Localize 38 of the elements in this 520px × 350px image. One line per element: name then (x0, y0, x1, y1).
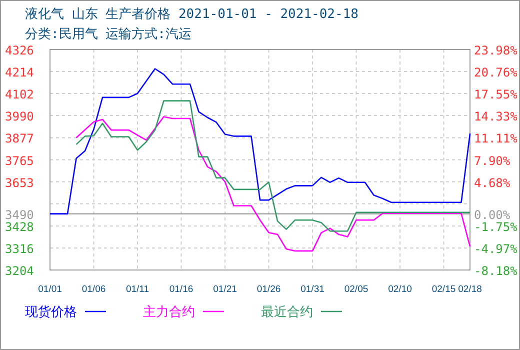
y-tick-label: 3428 (5, 220, 34, 234)
x-tick-label: 02/10 (388, 284, 412, 295)
y2-tick-label: 20.76% (474, 66, 518, 80)
x-tick-label: 02/18 (458, 284, 482, 295)
x-tick-label: 01/16 (169, 284, 194, 295)
y-tick-label: 3316 (5, 242, 34, 256)
x-tick-label: 01/01 (38, 284, 62, 295)
y2-tick-label: -4.97% (474, 242, 518, 256)
x-tick-label: 01/31 (300, 284, 324, 295)
legend-label: 最近合约 (261, 305, 313, 320)
ref-line-label: 3490 (5, 208, 34, 222)
y2-tick-label: 4.68% (474, 176, 511, 190)
y-tick-label: 3877 (5, 132, 34, 146)
y-tick-label: 4102 (5, 88, 34, 102)
y-tick-label: 4214 (5, 66, 34, 80)
y-tick-label: 3653 (5, 176, 34, 190)
x-tick-label: 01/06 (82, 284, 106, 295)
y2-tick-label: -8.18% (474, 264, 518, 278)
subtitle: 分类:民用气 运输方式:汽运 (25, 27, 192, 42)
y2-tick-label: 17.55% (474, 88, 518, 102)
y-tick-label: 3990 (5, 110, 34, 124)
x-tick-label: 01/21 (213, 284, 237, 295)
y2-tick-label: 0.00% (474, 208, 511, 222)
y2-tick-label: -1.75% (474, 220, 518, 234)
y-tick-label: 3765 (5, 154, 34, 168)
x-tick-label: 02/05 (344, 284, 368, 295)
x-tick-label: 02/15 (432, 284, 456, 295)
x-tick-label: 01/11 (126, 284, 150, 295)
title: 液化气 山东 生产者价格 2021-01-01 - 2021-02-18 (25, 7, 358, 22)
legend-label: 主力合约 (143, 304, 195, 320)
legend-label: 现货价格 (25, 305, 77, 320)
y2-tick-label: 7.90% (474, 154, 511, 168)
y2-tick-label: 23.98% (474, 44, 518, 58)
x-tick-label: 01/26 (256, 284, 281, 295)
y2-tick-label: 11.11% (474, 132, 518, 146)
y-tick-label: 4326 (5, 44, 34, 58)
y-tick-label: 3204 (5, 264, 34, 278)
y2-tick-label: 14.33% (474, 110, 518, 124)
